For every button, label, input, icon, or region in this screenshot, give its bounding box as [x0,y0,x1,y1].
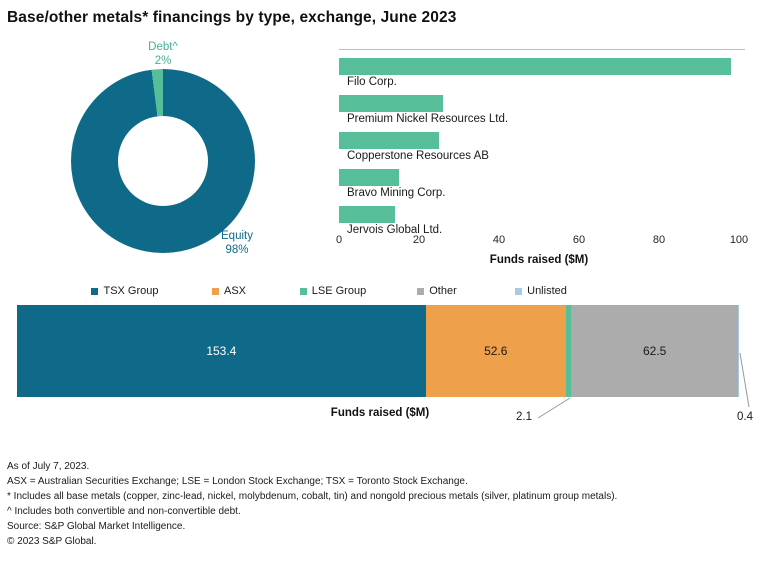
donut-label-equity-name: Equity [221,230,253,242]
legend-swatch-icon [417,287,425,295]
footnotes: As of July 7, 2023. ASX = Australian Secu… [7,459,617,549]
donut-chart-financing-type [71,69,255,253]
legend-label: ASX [223,285,246,297]
footnote-line: Source: S&P Global Market Intelligence. [7,521,186,532]
company-bar [339,206,395,223]
company-bar-chart: Filo Corp. Premium Nickel Resources Ltd. C… [336,49,748,279]
company-bar-label: Copperstone Resources AB [347,150,489,162]
legend-swatch-icon [299,287,307,295]
company-bar-label: Jervois Global Ltd. [347,224,443,236]
x-axis-tick: 40 [492,234,506,246]
legend-swatch-icon [91,287,99,295]
exchange-legend: TSX Group ASX LSE Group Other Unlisted [73,283,593,299]
legend-item-lse-group: LSE Group [281,283,385,299]
legend-item-unlisted: Unlisted [489,283,593,299]
stacked-segment-asx: 52.6 [425,305,566,397]
legend-swatch-icon [211,287,219,295]
footnote-line: As of July 7, 2023. [7,461,90,472]
stacked-segment-value: 62.5 [642,344,667,358]
stacked-segment-other: 62.5 [571,305,738,397]
x-axis-tick: 100 [729,234,749,246]
chart-top-border [339,49,745,50]
x-axis-tick: 80 [652,234,666,246]
donut-label-equity-pct: 98% [225,244,249,256]
exchange-stacked-bar: 153.4 52.6 62.5 [17,305,739,397]
footnote-line: * Includes all base metals (copper, zinc… [7,491,618,502]
company-bar [339,58,731,75]
callout-unlisted-value: 0.4 [737,411,753,423]
company-bar-label: Premium Nickel Resources Ltd. [347,113,509,125]
stacked-segment-tsx-group: 153.4 [17,305,426,397]
stacked-bar-xaxis-label: Funds raised ($M) [330,407,430,419]
legend-label: Other [429,285,457,297]
callout-lse-group-value: 2.1 [516,411,532,423]
x-axis-tick: 20 [412,234,426,246]
company-bar-label: Filo Corp. [347,76,397,88]
donut-label-debt-name: Debt^ [148,41,178,53]
donut-label-equity: Equity 98% [187,229,287,257]
footnote-line: ASX = Australian Securities Exchange; LS… [7,476,468,487]
legend-label: LSE Group [311,285,367,297]
legend-label: Unlisted [527,285,567,297]
company-bar-label: Bravo Mining Corp. [347,187,446,199]
legend-item-tsx-group: TSX Group [73,283,177,299]
donut-hole [118,116,208,206]
company-chart-xaxis-label: Funds raised ($M) [489,254,589,266]
legend-item-asx: ASX [177,283,281,299]
stacked-segment-value: 153.4 [206,344,237,358]
legend-label: TSX Group [103,285,159,297]
chart-title: Base/other metals* financings by type, e… [7,9,457,26]
company-bar [339,132,439,149]
stacked-segment-lse-group [565,305,572,397]
company-bar [339,95,443,112]
company-bar [339,169,399,186]
stacked-segment-value: 52.6 [484,344,508,358]
footnote-line: ^ Includes both convertible and non-conv… [7,506,241,517]
donut-label-debt-pct: 2% [154,55,172,67]
x-axis-tick: 0 [335,234,343,246]
stacked-segment-unlisted [737,305,739,397]
legend-item-other: Other [385,283,489,299]
legend-swatch-icon [515,287,523,295]
donut-label-debt: Debt^ 2% [113,40,213,68]
footnote-line: © 2023 S&P Global. [7,536,97,547]
x-axis-tick: 60 [572,234,586,246]
